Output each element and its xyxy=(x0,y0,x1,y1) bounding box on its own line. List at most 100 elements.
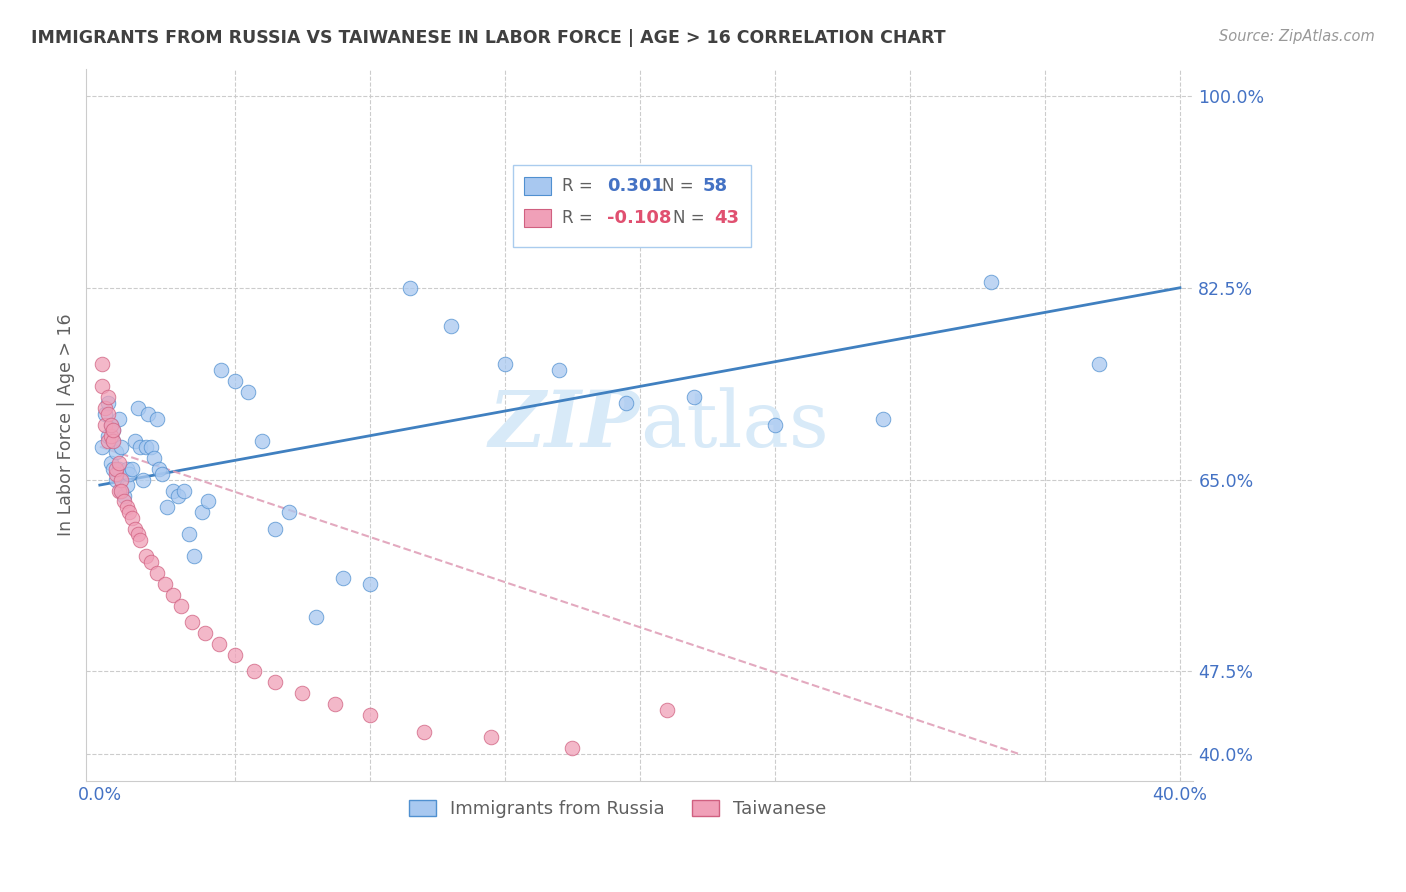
Point xyxy=(103,434,125,449)
Point xyxy=(91,379,114,393)
Bar xyxy=(523,210,551,227)
Point xyxy=(97,407,120,421)
Point xyxy=(115,500,138,514)
Point xyxy=(153,576,176,591)
Point xyxy=(100,417,122,432)
Point xyxy=(250,434,273,449)
Point xyxy=(150,467,173,481)
Text: 0.301: 0.301 xyxy=(606,178,664,195)
Point xyxy=(224,374,246,388)
Point xyxy=(683,390,706,404)
Text: atlas: atlas xyxy=(640,387,828,463)
Point xyxy=(135,440,157,454)
Point xyxy=(91,358,114,372)
Point xyxy=(91,440,114,454)
Point xyxy=(291,686,314,700)
Point xyxy=(170,599,193,613)
Point xyxy=(763,417,786,432)
Point xyxy=(105,461,128,475)
Point xyxy=(156,500,179,514)
Point xyxy=(129,440,152,454)
Point xyxy=(494,358,516,372)
Point xyxy=(110,440,132,454)
Text: ZIP: ZIP xyxy=(488,386,640,463)
Point xyxy=(107,461,129,475)
Point xyxy=(264,522,287,536)
Text: N =: N = xyxy=(662,178,699,195)
Point xyxy=(162,588,184,602)
Point xyxy=(145,412,167,426)
Point xyxy=(440,319,463,334)
Point xyxy=(197,494,219,508)
Point xyxy=(110,483,132,498)
Point xyxy=(110,473,132,487)
Point xyxy=(132,473,155,487)
Point xyxy=(191,505,214,519)
Point xyxy=(547,363,569,377)
Point xyxy=(112,494,135,508)
Point xyxy=(238,384,260,399)
Point xyxy=(94,417,117,432)
Text: -0.108: -0.108 xyxy=(606,209,671,227)
Point xyxy=(107,456,129,470)
Point xyxy=(148,461,170,475)
Point xyxy=(118,467,141,481)
Point xyxy=(1088,358,1111,372)
Point xyxy=(242,665,264,679)
Point xyxy=(135,549,157,564)
Point xyxy=(103,434,125,449)
Point xyxy=(359,576,381,591)
Point xyxy=(100,428,122,442)
Point xyxy=(980,275,1002,289)
Point xyxy=(872,412,894,426)
Point xyxy=(103,423,125,437)
Point xyxy=(103,461,125,475)
Point xyxy=(94,407,117,421)
Point xyxy=(112,489,135,503)
Point xyxy=(115,461,138,475)
Point xyxy=(127,401,149,416)
Point xyxy=(183,549,205,564)
Text: 43: 43 xyxy=(714,209,740,227)
Point xyxy=(305,609,328,624)
Point xyxy=(139,440,162,454)
Point xyxy=(124,522,146,536)
Point xyxy=(124,434,146,449)
Point xyxy=(359,708,381,723)
Text: IMMIGRANTS FROM RUSSIA VS TAIWANESE IN LABOR FORCE | AGE > 16 CORRELATION CHART: IMMIGRANTS FROM RUSSIA VS TAIWANESE IN L… xyxy=(31,29,946,46)
Point xyxy=(129,533,152,547)
Point xyxy=(100,456,122,470)
Point xyxy=(105,445,128,459)
Point xyxy=(107,483,129,498)
Point xyxy=(97,428,120,442)
Text: R =: R = xyxy=(562,178,599,195)
Point xyxy=(118,505,141,519)
Text: 58: 58 xyxy=(703,178,728,195)
Text: N =: N = xyxy=(673,209,710,227)
Point xyxy=(277,505,299,519)
Point xyxy=(97,390,120,404)
Point xyxy=(399,281,422,295)
Text: Source: ZipAtlas.com: Source: ZipAtlas.com xyxy=(1219,29,1375,44)
Point xyxy=(173,483,195,498)
Point xyxy=(180,615,202,629)
Point xyxy=(412,724,434,739)
Point xyxy=(207,637,229,651)
Point xyxy=(209,363,232,377)
Point xyxy=(97,434,120,449)
Point xyxy=(115,478,138,492)
Point xyxy=(105,467,128,481)
Point xyxy=(655,703,678,717)
Point xyxy=(332,571,354,585)
Point xyxy=(105,473,128,487)
Point xyxy=(616,396,638,410)
Point xyxy=(162,483,184,498)
Point xyxy=(121,461,143,475)
Point xyxy=(97,396,120,410)
Y-axis label: In Labor Force | Age > 16: In Labor Force | Age > 16 xyxy=(58,313,75,536)
Point xyxy=(100,417,122,432)
Point xyxy=(127,527,149,541)
Point xyxy=(167,489,190,503)
Point xyxy=(224,648,246,662)
Point xyxy=(103,423,125,437)
